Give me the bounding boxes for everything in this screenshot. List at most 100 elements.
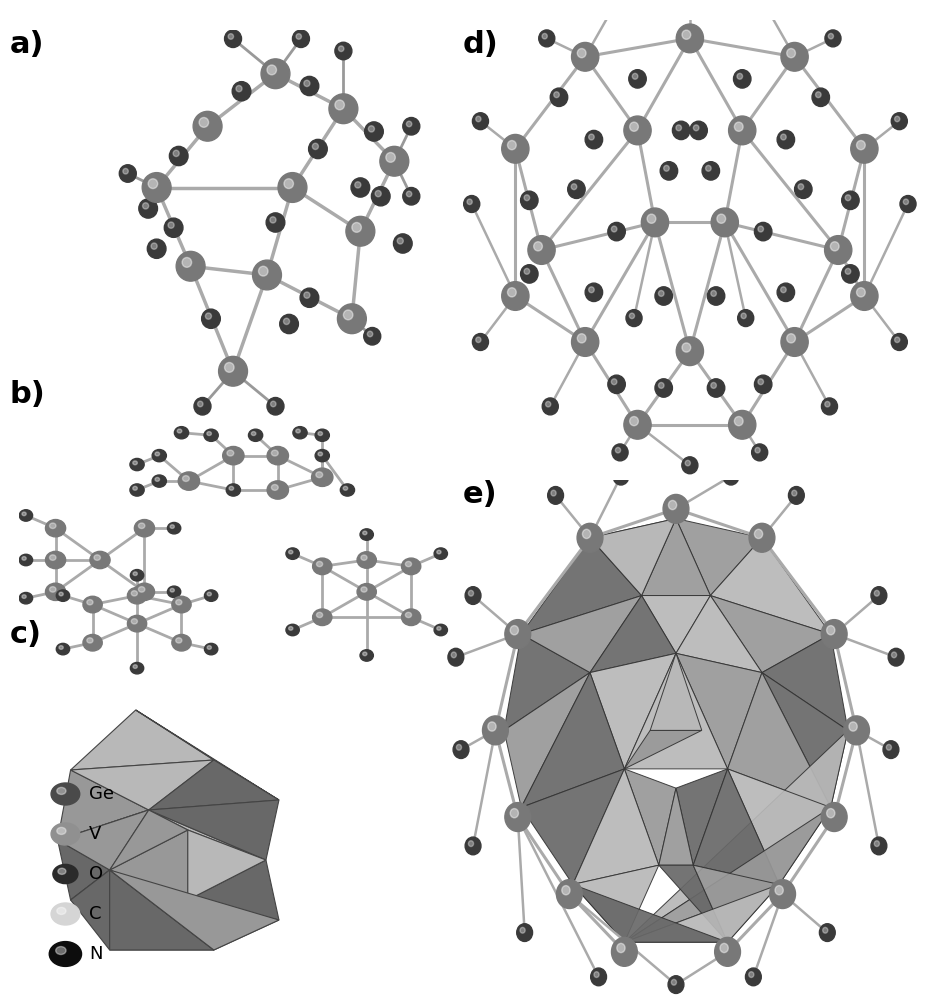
Circle shape [403,117,419,135]
Circle shape [690,121,707,140]
Text: b): b) [9,380,45,409]
Circle shape [94,555,100,560]
Circle shape [227,450,233,456]
Circle shape [90,551,110,569]
Circle shape [733,70,751,88]
Circle shape [777,130,795,149]
Circle shape [58,868,66,874]
Circle shape [685,0,691,2]
Circle shape [465,837,481,855]
Polygon shape [624,807,831,942]
Circle shape [616,447,620,453]
Circle shape [351,178,369,197]
Circle shape [585,283,603,302]
Circle shape [56,947,66,954]
Circle shape [550,88,568,106]
Circle shape [313,558,332,575]
Circle shape [764,6,769,11]
Polygon shape [149,810,266,860]
Circle shape [630,417,638,426]
Circle shape [131,591,137,596]
Circle shape [131,570,144,581]
Circle shape [571,328,599,356]
Circle shape [352,223,361,232]
Polygon shape [57,770,149,840]
Text: O: O [89,865,103,883]
Circle shape [726,471,732,477]
Circle shape [655,287,672,305]
Circle shape [296,34,302,39]
Polygon shape [624,653,728,769]
Circle shape [781,134,786,140]
Circle shape [663,494,689,523]
Circle shape [133,572,137,576]
Circle shape [133,665,137,668]
Circle shape [170,588,174,592]
Circle shape [253,260,282,290]
Circle shape [758,379,764,385]
Circle shape [589,287,594,293]
Circle shape [289,550,293,554]
Circle shape [228,34,233,39]
Polygon shape [676,596,762,673]
Polygon shape [57,840,109,900]
Circle shape [205,643,218,655]
Circle shape [155,477,159,481]
Polygon shape [624,730,702,769]
Circle shape [261,59,290,89]
Circle shape [266,213,285,232]
Circle shape [360,529,373,540]
Circle shape [397,238,404,244]
Circle shape [49,587,56,592]
Polygon shape [109,870,279,950]
Circle shape [585,130,603,149]
Circle shape [182,476,189,481]
Circle shape [702,162,720,180]
Text: C: C [89,905,101,923]
Polygon shape [762,634,848,730]
Circle shape [205,590,218,601]
Circle shape [406,612,411,618]
Circle shape [821,620,847,649]
Circle shape [676,24,704,53]
Polygon shape [573,884,728,942]
Circle shape [131,619,137,624]
Circle shape [781,328,808,356]
Circle shape [229,486,233,490]
Circle shape [45,551,66,569]
Circle shape [845,268,851,274]
Circle shape [607,222,625,241]
Circle shape [172,634,191,651]
Circle shape [510,809,519,818]
Circle shape [357,552,376,568]
Circle shape [355,182,361,188]
Circle shape [825,401,830,407]
Circle shape [787,334,795,343]
Circle shape [22,595,26,598]
Circle shape [457,744,461,750]
Circle shape [206,432,211,436]
Circle shape [22,512,26,516]
Circle shape [19,592,32,604]
Circle shape [891,113,907,130]
Polygon shape [642,519,710,596]
Circle shape [788,487,805,504]
Polygon shape [521,538,642,634]
Circle shape [152,450,167,462]
Circle shape [755,222,772,241]
Circle shape [289,627,293,630]
Circle shape [375,190,382,197]
Text: V: V [89,825,101,843]
Circle shape [617,943,625,953]
Circle shape [143,203,149,209]
Circle shape [577,49,586,58]
Circle shape [219,356,247,386]
Circle shape [682,457,698,474]
Circle shape [131,662,144,674]
Circle shape [476,337,481,343]
Circle shape [280,314,298,334]
Circle shape [361,555,367,560]
Circle shape [467,199,472,205]
Circle shape [672,121,690,140]
Circle shape [151,243,157,249]
